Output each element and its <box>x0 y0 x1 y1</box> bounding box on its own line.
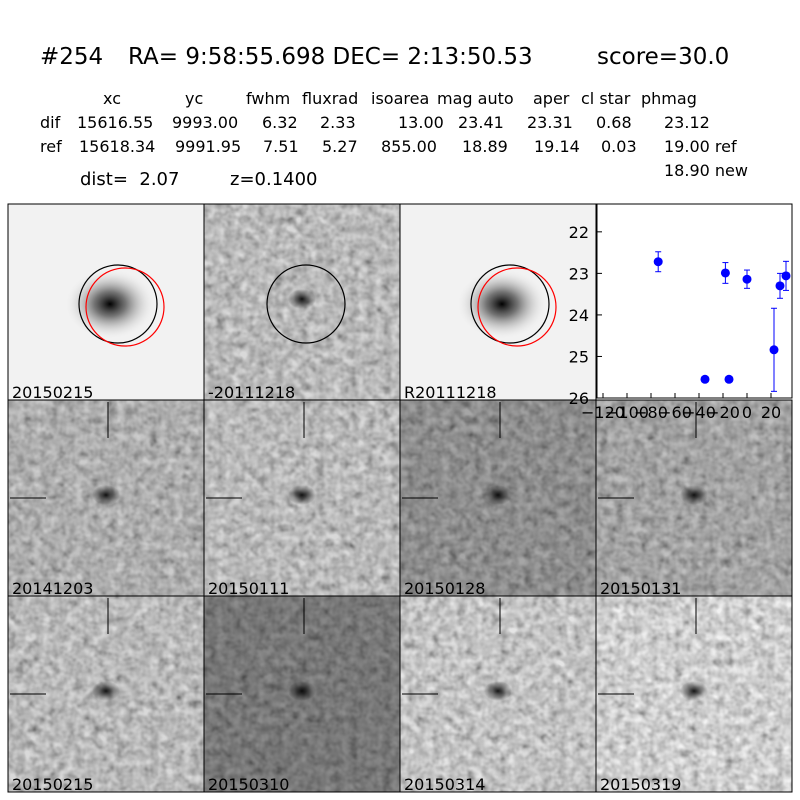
source <box>288 289 316 309</box>
column-header: yc <box>185 89 203 108</box>
galaxy <box>457 269 547 339</box>
stamp: R20111218 <box>399 203 597 402</box>
x-tick-label: −120 <box>581 403 625 422</box>
source <box>288 681 316 701</box>
column-header: phmag <box>641 89 697 108</box>
stamp: 20150131 <box>595 399 793 598</box>
x-tick-label: −80 <box>634 403 668 422</box>
table-cell: 23.12 <box>664 113 710 132</box>
stamp-label: 20150314 <box>404 775 485 794</box>
table-cell: 6.32 <box>262 113 298 132</box>
data-point <box>742 274 752 284</box>
stamp: -20111218 <box>203 203 401 402</box>
column-header: fwhm <box>246 89 290 108</box>
data-point <box>653 257 663 267</box>
candidate-id: #254 <box>40 44 103 70</box>
column-header: fluxrad <box>302 89 358 108</box>
column-header: isoarea <box>371 89 429 108</box>
x-tick-label: −20 <box>706 403 740 422</box>
source <box>680 485 708 505</box>
source <box>92 485 120 505</box>
data-point <box>781 271 791 281</box>
galaxy <box>65 269 155 339</box>
table-cell: 18.89 <box>462 137 508 156</box>
new-circle <box>477 267 557 347</box>
stamp-label: 20150310 <box>208 775 289 794</box>
table-cell: 15616.55 <box>77 113 153 132</box>
stamp-label: 20150128 <box>404 579 485 598</box>
column-header: mag auto <box>437 89 514 108</box>
stamp: 20150314 <box>399 595 597 794</box>
coordinates: RA= 9:58:55.698 DEC= 2:13:50.53 <box>128 44 533 70</box>
x-tick-label: −60 <box>658 403 692 422</box>
stamp-label: 20141203 <box>12 579 93 598</box>
table-cell: 2.33 <box>320 113 356 132</box>
source <box>680 681 708 701</box>
redshift: z=0.1400 <box>230 169 318 190</box>
x-tick-label: 0 <box>742 403 752 422</box>
source <box>288 485 316 505</box>
table-cell: 0.03 <box>601 137 637 156</box>
new-mag: 18.90 new <box>664 161 748 180</box>
stamp: 20150319 <box>595 595 793 794</box>
stamp-label: R20111218 <box>404 383 497 402</box>
stamp-label: 20150131 <box>600 579 681 598</box>
stamp: 20150310 <box>203 595 401 794</box>
data-point <box>720 268 730 278</box>
table-cell: 9993.00 <box>172 113 238 132</box>
stamp-label: -20111218 <box>208 383 295 402</box>
y-tick-label: 22 <box>569 223 589 242</box>
stamp: 20150215 <box>7 203 205 402</box>
stamp-label: 20150111 <box>208 579 289 598</box>
stamp-label: 20150215 <box>12 775 93 794</box>
column-header: xc <box>103 89 121 108</box>
data-point <box>700 374 710 384</box>
table-cell: 855.00 <box>381 137 437 156</box>
x-tick-label: 20 <box>761 403 781 422</box>
table-cell: 19.14 <box>534 137 580 156</box>
table-cell: 9991.95 <box>175 137 241 156</box>
data-point <box>724 374 734 384</box>
stamp-border <box>595 595 793 793</box>
x-tick-label: −100 <box>605 403 649 422</box>
table-cell: 19.00 ref <box>664 137 737 156</box>
source <box>484 681 512 701</box>
table-cell: 13.00 <box>398 113 444 132</box>
stamp: 20150215 <box>7 595 205 794</box>
source <box>484 485 512 505</box>
y-tick-label: 24 <box>569 306 589 325</box>
stamp: 20141203 <box>7 399 205 598</box>
data-point <box>775 281 785 291</box>
table-cell: 23.31 <box>527 113 573 132</box>
table-cell: 23.41 <box>458 113 504 132</box>
column-header: cl star <box>581 89 631 108</box>
table-cell: 15618.34 <box>79 137 155 156</box>
table-cell: 5.27 <box>322 137 358 156</box>
stamp-label: 20150319 <box>600 775 681 794</box>
stamp: 20150128 <box>399 399 597 598</box>
table-cell: dif <box>40 113 61 132</box>
table-cell: 7.51 <box>263 137 299 156</box>
plot-area <box>596 203 793 399</box>
y-tick-label: 25 <box>569 347 589 366</box>
y-tick-label: 23 <box>569 264 589 283</box>
score: score=30.0 <box>597 44 729 70</box>
x-tick-label: −40 <box>682 403 716 422</box>
source <box>92 681 120 701</box>
table-cell: ref <box>40 137 62 156</box>
ref-circle <box>266 264 346 344</box>
new-circle <box>85 267 165 347</box>
ref-circle <box>470 264 550 344</box>
column-header: aper <box>533 89 570 108</box>
distance: dist= 2.07 <box>80 169 179 190</box>
ref-circle <box>78 264 158 344</box>
stamp-label: 20150215 <box>12 383 93 402</box>
data-point <box>769 345 779 355</box>
y-tick-label: 26 <box>569 389 589 408</box>
stamp: 20150111 <box>203 399 401 598</box>
table-cell: 0.68 <box>596 113 632 132</box>
